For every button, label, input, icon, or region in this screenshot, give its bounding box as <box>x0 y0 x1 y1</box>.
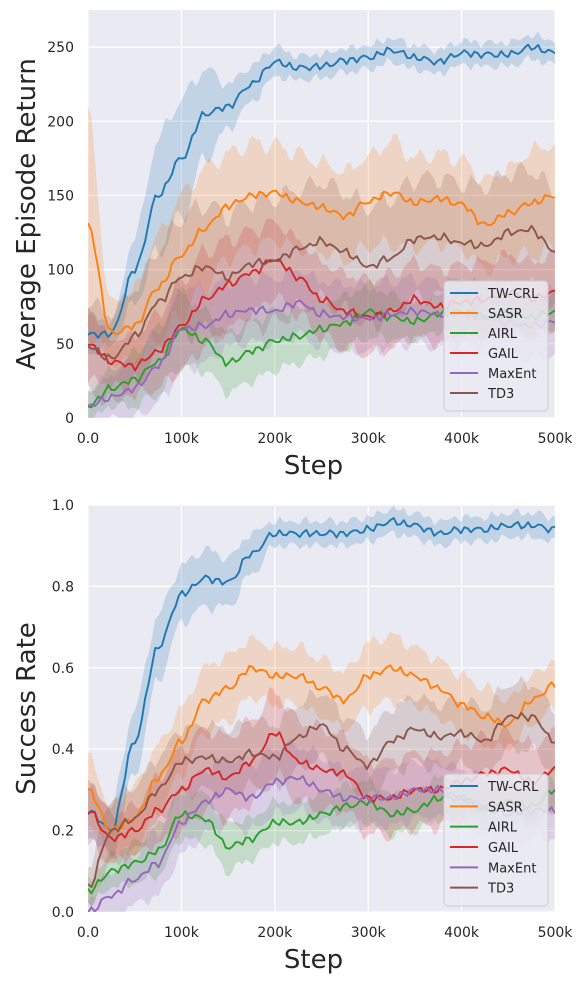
y-tick-label: 200 <box>47 114 74 130</box>
x-tick-label: 400k <box>444 925 480 941</box>
series-band-tw-crl <box>88 31 555 356</box>
x-tick-label: 100k <box>164 925 200 941</box>
x-tick-label: 500k <box>538 431 574 447</box>
legend-label-tw-crl: TW-CRL <box>487 287 539 302</box>
x-tick-label: 200k <box>257 431 293 447</box>
legend-label-airl: AIRL <box>488 821 518 836</box>
legend-label-td3: TD3 <box>487 882 514 897</box>
legend-label-tw-crl: TW-CRL <box>487 780 539 795</box>
x-tick-label: 300k <box>351 431 387 447</box>
series-line-tw-crl <box>88 517 555 834</box>
legend-label-gail: GAIL <box>488 347 519 362</box>
y-axis-title: Success Rate <box>12 622 42 795</box>
y-tick-label: 150 <box>47 188 74 204</box>
x-tick-label: 200k <box>257 925 293 941</box>
y-tick-label: 1.0 <box>52 498 74 514</box>
x-tick-label: 500k <box>538 925 574 941</box>
return-chart: 0.0 100k 200k 300k 400k 500k 0 50 100 150 200 250 St… <box>12 10 573 481</box>
series-band-maxent <box>88 266 555 418</box>
legend: TW-CRL SASR AIRL GAIL MaxEnt TD3 <box>443 280 549 412</box>
legend: TW-CRL SASR AIRL GAIL MaxEnt TD3 <box>443 773 549 907</box>
x-tick-label: 100k <box>164 431 200 447</box>
success-rate-chart: 0.0 100k 200k 300k 400k 500k 0.0 0.2 0.4 0.6 0.8 1.… <box>12 498 573 975</box>
x-axis-title: Step <box>284 945 343 975</box>
y-tick-label: 0.2 <box>52 824 74 840</box>
series-line-td3 <box>88 712 555 888</box>
series-line-sasr <box>88 189 555 335</box>
series-band-td3 <box>88 675 555 907</box>
y-tick-label: 250 <box>47 40 74 56</box>
y-tick-label: 0 <box>65 411 74 427</box>
y-tick-label: 100 <box>47 263 74 279</box>
series-line-sasr <box>88 664 555 834</box>
legend-label-airl: AIRL <box>488 327 518 342</box>
series-band-sasr <box>88 106 555 369</box>
x-tick-label: 0.0 <box>77 431 99 447</box>
series-line-td3 <box>88 224 555 361</box>
y-axis-title: Average Episode Return <box>12 58 42 370</box>
y-tick-label: 0.0 <box>52 905 74 921</box>
y-tick-label: 0.8 <box>52 579 74 595</box>
x-tick-label: 400k <box>444 431 480 447</box>
series-band-gail <box>88 218 555 401</box>
series-band-maxent <box>88 739 555 912</box>
legend-label-sasr: SASR <box>488 800 523 815</box>
y-tick-label: 0.6 <box>52 661 74 677</box>
y-tick-label: 50 <box>56 337 74 353</box>
legend-label-maxent: MaxEnt <box>488 367 536 382</box>
series-band-tw-crl <box>88 505 555 857</box>
legend-label-td3: TD3 <box>487 387 514 402</box>
series-band-td3 <box>88 162 555 406</box>
x-tick-label: 0.0 <box>77 925 99 941</box>
legend-label-gail: GAIL <box>488 841 519 856</box>
x-tick-label: 300k <box>351 925 387 941</box>
series-line-tw-crl <box>88 43 555 339</box>
series-band-gail <box>88 687 555 864</box>
legend-label-sasr: SASR <box>488 307 523 322</box>
legend-label-maxent: MaxEnt <box>488 861 536 876</box>
y-tick-label: 0.4 <box>52 742 74 758</box>
x-axis-title: Step <box>284 451 343 481</box>
plot-area <box>88 505 555 912</box>
